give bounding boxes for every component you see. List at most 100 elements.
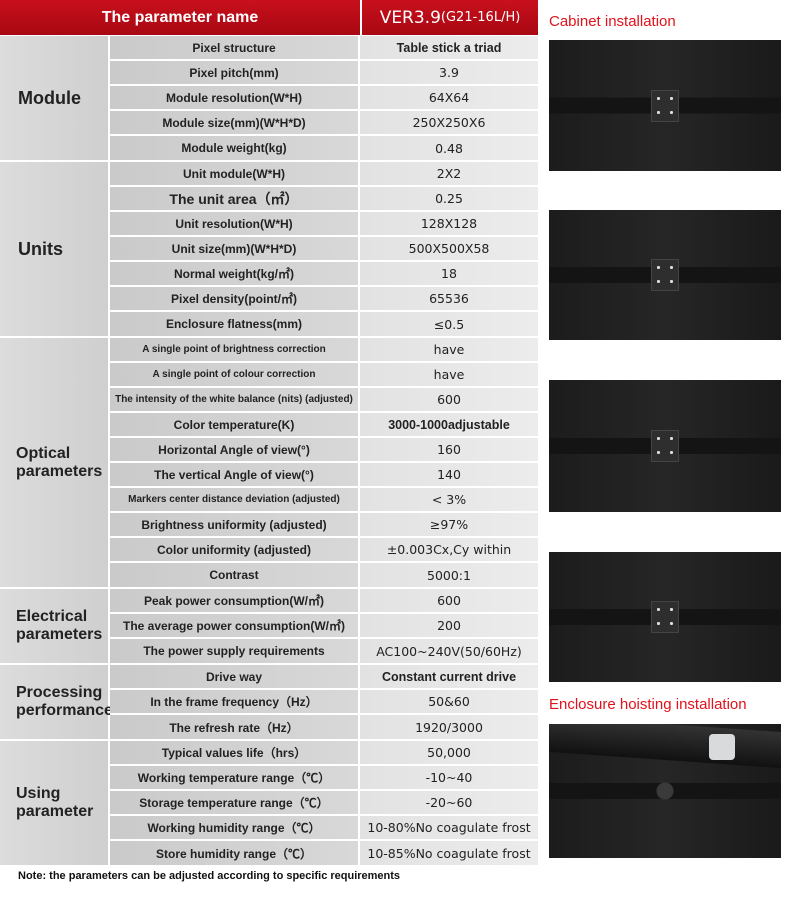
param-value: 140 (360, 463, 538, 486)
table-row: Unit resolution(W*H) 128X128 (110, 212, 538, 237)
model-sub: (G21-16L/H) (440, 10, 521, 25)
group-module: Module Pixel structure Table stick a triad… (0, 36, 538, 162)
param-name: The intensity of the white balance (nits… (110, 388, 360, 411)
param-value: Constant current drive (360, 665, 538, 688)
param-name: Pixel pitch(mm) (110, 61, 360, 84)
table-row: Enclosure flatness(mm) ≤0.5 (110, 312, 538, 336)
param-value: ≥97% (360, 513, 538, 536)
table-row: The intensity of the white balance (nits… (110, 388, 538, 413)
param-name: Working humidity range（℃） (110, 816, 360, 839)
table-row: In the frame frequency（Hz） 50&60 (110, 690, 538, 715)
table-row: Pixel pitch(mm) 3.9 (110, 61, 538, 86)
param-value: AC100~240V(50/60Hz) (360, 639, 538, 663)
param-value: 250X250X6 (360, 111, 538, 134)
param-value: Table stick a triad (360, 36, 538, 59)
param-value: have (360, 338, 538, 361)
param-value: ±0.003Cx,Cy within (360, 538, 538, 561)
table-row: Pixel structure Table stick a triad (110, 36, 538, 61)
param-value: 50&60 (360, 690, 538, 713)
param-name: The unit area（㎡） (110, 187, 360, 210)
param-name: Working temperature range（℃） (110, 766, 360, 789)
param-name: Unit size(mm)(W*H*D) (110, 237, 360, 260)
param-value: ≤0.5 (360, 312, 538, 336)
cabinet-photo-3 (549, 380, 781, 512)
table-row: The vertical Angle of view(°) 140 (110, 463, 538, 488)
group-using-parameter: Using parameter Typical values life（hrs） 5… (0, 741, 538, 867)
table-row: Working temperature range（℃） -10~40 (110, 766, 538, 791)
param-value: -20~60 (360, 791, 538, 814)
bracket (651, 259, 679, 291)
table-row: Working humidity range（℃） 10-80%No coagul… (110, 816, 538, 841)
table-header: The parameter name VER3.9 (G21-16L/H) (0, 0, 538, 36)
param-value: 50,000 (360, 741, 538, 764)
model-header: VER3.9 (G21-16L/H) (362, 0, 538, 35)
group-label: Optical parameters (0, 338, 110, 587)
param-name: Store humidity range（℃） (110, 841, 360, 865)
param-value: -10~40 (360, 766, 538, 789)
param-name: Unit module(W*H) (110, 162, 360, 185)
cabinet-photo-2 (549, 210, 781, 340)
hoisting-photo (549, 724, 781, 858)
param-name: Normal weight(kg/㎡) (110, 262, 360, 285)
group-label: Units (0, 162, 110, 336)
param-name: Color uniformity (adjusted) (110, 538, 360, 561)
table-row: Color temperature(K) 3000-1000adjustable (110, 413, 538, 438)
table-row: Storage temperature range（℃） -20~60 (110, 791, 538, 816)
param-value: 200 (360, 614, 538, 637)
hoisting-installation-caption: Enclosure hoisting installation (549, 696, 747, 713)
group-optical-parameters: Optical parameters A single point of brig… (0, 338, 538, 589)
param-value: 500X500X58 (360, 237, 538, 260)
param-value: 10-80%No coagulate frost (360, 816, 538, 839)
table-row: The unit area（㎡） 0.25 (110, 187, 538, 212)
param-value: 0.25 (360, 187, 538, 210)
param-name: Horizontal Angle of view(°) (110, 438, 360, 461)
table-row: Markers center distance deviation (adjus… (110, 488, 538, 513)
param-name: The average power consumption(W/㎡) (110, 614, 360, 637)
param-name: Module weight(kg) (110, 136, 360, 160)
footnote: Note: the parameters can be adjusted acc… (18, 870, 401, 882)
bracket (651, 601, 679, 633)
table-row: Unit size(mm)(W*H*D) 500X500X58 (110, 237, 538, 262)
param-name: Enclosure flatness(mm) (110, 312, 360, 336)
table-row: Pixel density(point/㎡) 65536 (110, 287, 538, 312)
table-row: Module resolution(W*H) 64X64 (110, 86, 538, 111)
cabinet-installation-caption: Cabinet installation (549, 13, 676, 30)
table-row: Horizontal Angle of view(°) 160 (110, 438, 538, 463)
group-processing-performance: Processing performance Drive way Constant … (0, 665, 538, 741)
table-row: Normal weight(kg/㎡) 18 (110, 262, 538, 287)
table-row: Color uniformity (adjusted) ±0.003Cx,Cy w… (110, 538, 538, 563)
param-value: 3.9 (360, 61, 538, 84)
param-value: 600 (360, 388, 538, 411)
param-name: Peak power consumption(W/㎡) (110, 589, 360, 612)
param-value: 1920/3000 (360, 715, 538, 739)
table-row: Contrast 5000:1 (110, 563, 538, 587)
table-row: A single point of colour correction have (110, 363, 538, 388)
param-name: Contrast (110, 563, 360, 587)
table-row: Module size(mm)(W*H*D) 250X250X6 (110, 111, 538, 136)
param-name: Module size(mm)(W*H*D) (110, 111, 360, 134)
param-name: Pixel structure (110, 36, 360, 59)
spec-groups: Module Pixel structure Table stick a triad… (0, 36, 538, 867)
group-label: Processing performance (0, 665, 113, 739)
param-name: The power supply requirements (110, 639, 360, 663)
table-row: Drive way Constant current drive (110, 665, 538, 690)
group-label: Electrical parameters (0, 589, 110, 663)
table-row: Peak power consumption(W/㎡) 600 (110, 589, 538, 614)
table-row: Unit module(W*H) 2X2 (110, 162, 538, 187)
table-row: Module weight(kg) 0.48 (110, 136, 538, 160)
group-label: Module (0, 36, 110, 160)
param-name: The refresh rate（Hz） (110, 715, 360, 739)
param-name: Pixel density(point/㎡) (110, 287, 360, 310)
param-value: < 3% (360, 488, 538, 511)
spec-table: The parameter name VER3.9 (G21-16L/H) Mod… (0, 0, 538, 867)
table-row: Typical values life（hrs） 50,000 (110, 741, 538, 766)
cabinet-photo-1 (549, 40, 781, 171)
group-label: Using parameter (0, 741, 110, 865)
clamp (709, 734, 735, 760)
table-row: The power supply requirements AC100~240V(… (110, 639, 538, 663)
param-name: A single point of brightness correction (110, 338, 360, 361)
param-value: have (360, 363, 538, 386)
param-name: Storage temperature range（℃） (110, 791, 360, 814)
hoisting-bar (549, 724, 781, 769)
table-row: Brightness uniformity (adjusted) ≥97% (110, 513, 538, 538)
